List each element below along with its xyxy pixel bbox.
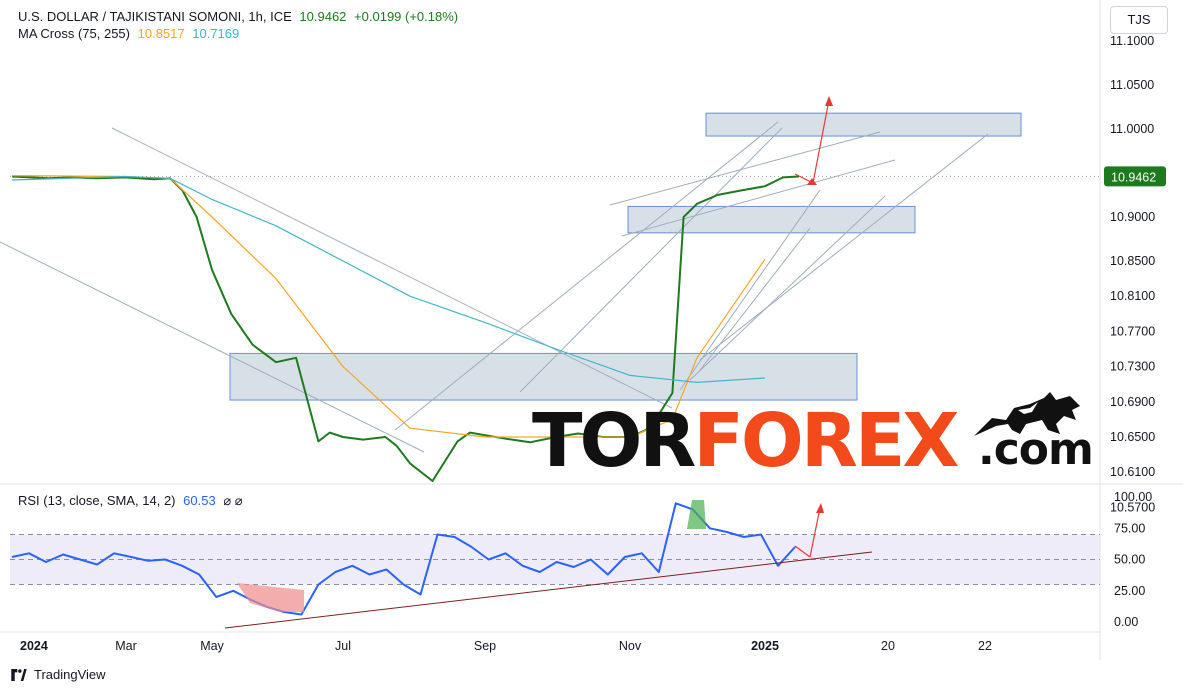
rsi-label: RSI (13, close, SMA, 14, 2) <box>18 493 176 508</box>
rsi-arrowhead-up <box>816 503 824 513</box>
time-tick-label: May <box>200 639 224 653</box>
trendline-8 <box>679 189 821 391</box>
price-tick-label: 11.0000 <box>1110 122 1154 136</box>
time-tick-label: Mar <box>115 639 137 653</box>
price-tick-label: 10.5700 <box>1110 500 1155 514</box>
forecast-arrow-up <box>812 99 830 184</box>
time-tick-label: 2025 <box>751 639 779 653</box>
price-tick-label: 10.6500 <box>1110 430 1155 444</box>
rsi-extra: ⌀ ⌀ <box>223 493 243 508</box>
ma-fast-value: 10.8517 <box>137 26 185 41</box>
rsi-trendline <box>224 551 873 629</box>
last-price: 10.9462 <box>299 9 347 24</box>
rsi-overbought-fill <box>687 500 706 529</box>
tradingview-brand[interactable]: TradingView <box>10 667 106 682</box>
rsi-legend[interactable]: RSI (13, close, SMA, 14, 2) 60.53 ⌀ ⌀ <box>18 493 247 509</box>
price-tick-label: 11.1000 <box>1110 34 1154 48</box>
price-tick-label: 10.9000 <box>1110 210 1155 224</box>
ma-slow-line <box>11 175 766 383</box>
time-tick-label: 22 <box>978 639 992 653</box>
trendline-10 <box>689 195 886 381</box>
trendline-6 <box>621 159 896 237</box>
last-price-tag-label: 10.9462 <box>1111 170 1156 184</box>
time-tick-label: 2024 <box>20 639 48 653</box>
time-tick-label: Nov <box>619 639 642 653</box>
rsi-value: 60.53 <box>183 493 216 508</box>
trendline-9 <box>699 227 811 371</box>
price-tick-label: 10.7700 <box>1110 324 1155 338</box>
currency-button[interactable]: TJS <box>1110 6 1168 34</box>
time-tick-label: 20 <box>881 639 895 653</box>
last-price-tag <box>1104 166 1166 187</box>
rsi-oversold-fill <box>237 583 304 612</box>
rsi-tick-label: 50.00 <box>1114 553 1145 567</box>
support-zone-2 <box>627 205 916 234</box>
trendline-4 <box>519 127 783 393</box>
forecast-arrowhead-up <box>825 96 833 106</box>
forecast-arrowhead-down <box>807 178 817 185</box>
rsi-arrow-down <box>794 545 811 558</box>
ma-label: MA Cross (75, 255) <box>18 26 130 41</box>
trendline-1 <box>0 241 425 453</box>
price-tick-label: 10.6100 <box>1110 465 1155 479</box>
price-tick-label: 10.7300 <box>1110 360 1155 374</box>
symbol-name: U.S. DOLLAR / TAJIKISTANI SOMONI, 1h, IC… <box>18 9 292 24</box>
rsi-line <box>11 502 796 616</box>
price-tick-label: 11.0500 <box>1110 78 1154 92</box>
rsi-tick-label: 75.00 <box>1114 521 1145 535</box>
trendline-2 <box>111 127 673 409</box>
tradingview-logo-icon <box>11 668 27 681</box>
symbol-legend[interactable]: U.S. DOLLAR / TAJIKISTANI SOMONI, 1h, IC… <box>18 9 462 24</box>
ma-slow-value: 10.7169 <box>192 26 240 41</box>
price-tick-label: 10.8100 <box>1110 289 1155 303</box>
price-tick-label: 10.8500 <box>1110 254 1155 268</box>
support-zone-3 <box>229 352 858 401</box>
rsi-tick-label: 0.00 <box>1114 615 1138 629</box>
support-zone-1 <box>705 112 1022 137</box>
trendline-5 <box>609 131 881 206</box>
rsi-arrow-up <box>809 507 821 558</box>
rsi-tick-label: 100.00 <box>1114 490 1152 504</box>
trendline-7 <box>699 133 989 361</box>
rsi-tick-label: 25.00 <box>1114 584 1145 598</box>
trendline-3 <box>394 121 779 431</box>
brand-name: TradingView <box>34 667 106 682</box>
ma-legend[interactable]: MA Cross (75, 255) 10.8517 10.7169 <box>18 26 243 41</box>
time-tick-label: Sep <box>474 639 496 653</box>
price-tick-label: 10.6900 <box>1110 395 1155 409</box>
time-tick-label: Jul <box>335 639 351 653</box>
price-change: +0.0199 (+0.18%) <box>354 9 459 24</box>
